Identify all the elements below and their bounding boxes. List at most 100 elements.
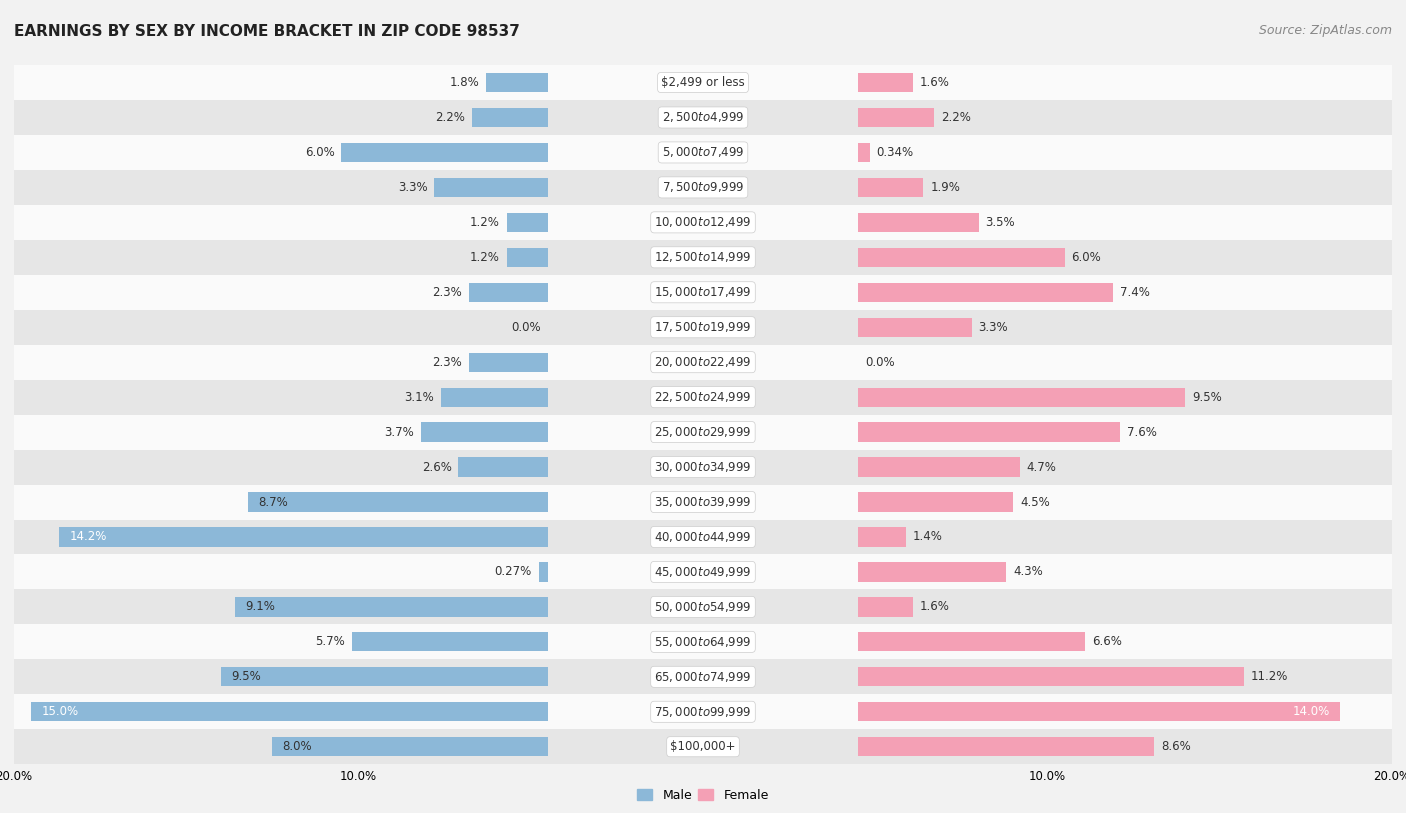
Text: 1.4%: 1.4% (912, 531, 943, 543)
Text: 7.4%: 7.4% (1119, 286, 1150, 298)
Bar (14, 345, 1392, 380)
Bar (472, 108, 548, 127)
Text: 0.0%: 0.0% (865, 356, 894, 368)
Text: 8.6%: 8.6% (1161, 741, 1191, 753)
Bar (14, 240, 1392, 275)
Bar (858, 528, 907, 546)
Bar (506, 213, 548, 232)
Bar (468, 353, 548, 372)
Bar (14, 694, 1392, 729)
Bar (858, 458, 1019, 476)
Text: $2,500 to $4,999: $2,500 to $4,999 (662, 111, 744, 124)
Bar (858, 563, 1007, 581)
Bar (31, 702, 548, 721)
Text: 8.7%: 8.7% (259, 496, 288, 508)
Bar (468, 283, 548, 302)
Text: $5,000 to $7,499: $5,000 to $7,499 (662, 146, 744, 159)
Text: $65,000 to $74,999: $65,000 to $74,999 (654, 670, 752, 684)
Text: 4.5%: 4.5% (1019, 496, 1050, 508)
Legend: Male, Female: Male, Female (633, 784, 773, 807)
Text: $25,000 to $29,999: $25,000 to $29,999 (654, 425, 752, 439)
Bar (235, 598, 548, 616)
Bar (858, 388, 1185, 406)
Text: 3.3%: 3.3% (398, 181, 427, 193)
Bar (14, 485, 1392, 520)
Text: 1.6%: 1.6% (920, 76, 950, 89)
Text: 3.1%: 3.1% (405, 391, 434, 403)
Text: $15,000 to $17,499: $15,000 to $17,499 (654, 285, 752, 299)
Text: $100,000+: $100,000+ (671, 741, 735, 753)
Text: 0.34%: 0.34% (876, 146, 914, 159)
Bar (14, 65, 1392, 100)
Text: 2.2%: 2.2% (436, 111, 465, 124)
Text: 11.2%: 11.2% (1251, 671, 1288, 683)
Text: 15.0%: 15.0% (42, 706, 79, 718)
Bar (858, 108, 934, 127)
Bar (221, 667, 548, 686)
Bar (858, 598, 912, 616)
Bar (352, 633, 548, 651)
Bar (858, 73, 912, 92)
Bar (858, 318, 972, 337)
Text: 0.27%: 0.27% (495, 566, 531, 578)
Bar (434, 178, 548, 197)
Bar (14, 554, 1392, 589)
Bar (14, 170, 1392, 205)
Bar (14, 659, 1392, 694)
Text: 6.0%: 6.0% (1071, 251, 1101, 263)
Text: $55,000 to $64,999: $55,000 to $64,999 (654, 635, 752, 649)
Bar (14, 415, 1392, 450)
Text: $75,000 to $99,999: $75,000 to $99,999 (654, 705, 752, 719)
Bar (858, 178, 924, 197)
Bar (249, 493, 548, 511)
Bar (858, 423, 1119, 441)
Text: EARNINGS BY SEX BY INCOME BRACKET IN ZIP CODE 98537: EARNINGS BY SEX BY INCOME BRACKET IN ZIP… (14, 24, 520, 39)
Bar (14, 624, 1392, 659)
Text: $35,000 to $39,999: $35,000 to $39,999 (654, 495, 752, 509)
Text: 1.2%: 1.2% (470, 251, 499, 263)
Bar (858, 737, 1154, 756)
Text: 9.5%: 9.5% (231, 671, 262, 683)
Text: 2.3%: 2.3% (432, 356, 461, 368)
Text: 2.3%: 2.3% (432, 286, 461, 298)
Bar (14, 729, 1392, 764)
Bar (420, 423, 548, 441)
Text: 8.0%: 8.0% (283, 741, 312, 753)
Bar (14, 310, 1392, 345)
Text: 14.0%: 14.0% (1292, 706, 1330, 718)
Text: 7.6%: 7.6% (1126, 426, 1157, 438)
Text: $10,000 to $12,499: $10,000 to $12,499 (654, 215, 752, 229)
Text: 2.2%: 2.2% (941, 111, 970, 124)
Bar (858, 213, 979, 232)
Bar (486, 73, 548, 92)
Bar (14, 205, 1392, 240)
Bar (858, 143, 870, 162)
Text: 5.7%: 5.7% (315, 636, 344, 648)
Text: 1.6%: 1.6% (920, 601, 950, 613)
Bar (858, 283, 1114, 302)
Text: 3.3%: 3.3% (979, 321, 1008, 333)
Text: $12,500 to $14,999: $12,500 to $14,999 (654, 250, 752, 264)
Text: 1.2%: 1.2% (470, 216, 499, 228)
Bar (858, 667, 1244, 686)
Bar (14, 135, 1392, 170)
Bar (14, 450, 1392, 485)
Bar (538, 563, 548, 581)
Text: $17,500 to $19,999: $17,500 to $19,999 (654, 320, 752, 334)
Text: 4.3%: 4.3% (1012, 566, 1043, 578)
Text: $50,000 to $54,999: $50,000 to $54,999 (654, 600, 752, 614)
Bar (14, 380, 1392, 415)
Text: 2.6%: 2.6% (422, 461, 451, 473)
Bar (14, 100, 1392, 135)
Text: 9.5%: 9.5% (1192, 391, 1222, 403)
Bar (458, 458, 548, 476)
Text: $30,000 to $34,999: $30,000 to $34,999 (654, 460, 752, 474)
Text: Source: ZipAtlas.com: Source: ZipAtlas.com (1258, 24, 1392, 37)
Bar (858, 248, 1064, 267)
Text: 3.7%: 3.7% (384, 426, 413, 438)
Bar (14, 275, 1392, 310)
Bar (59, 528, 548, 546)
Bar (506, 248, 548, 267)
Text: 0.0%: 0.0% (512, 321, 541, 333)
Text: $40,000 to $44,999: $40,000 to $44,999 (654, 530, 752, 544)
